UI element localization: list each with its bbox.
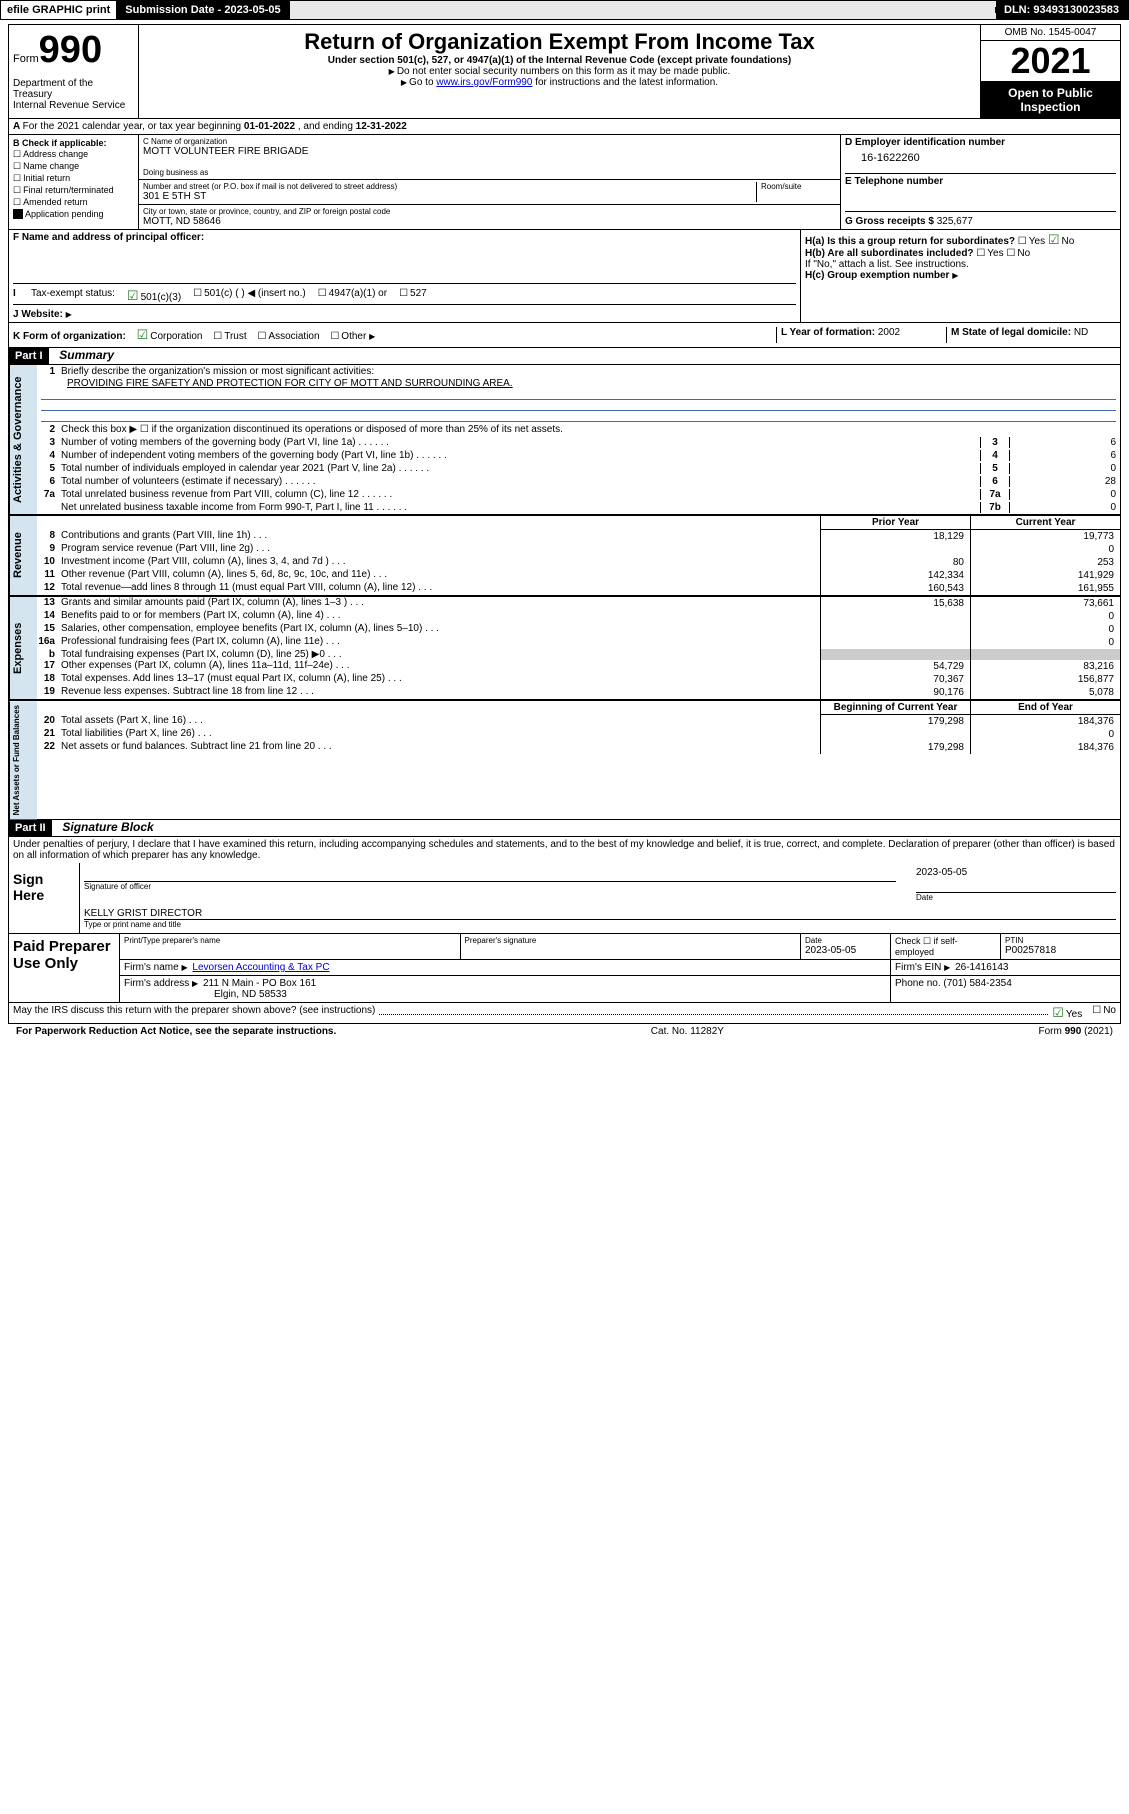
goto-instructions: Go to www.irs.gov/Form990 for instructio…: [147, 77, 972, 88]
part-i-header: Part I: [9, 348, 49, 364]
vert-expenses: Expenses: [9, 597, 37, 699]
line-a: A For the 2021 calendar year, or tax yea…: [8, 119, 1121, 135]
street-label: Number and street (or P.O. box if mail i…: [143, 182, 756, 191]
vert-governance: Activities & Governance: [9, 365, 37, 514]
domicile-state: ND: [1074, 327, 1088, 338]
form-word: Form: [13, 53, 39, 65]
cb-4947[interactable]: 4947(a)(1) or: [318, 288, 387, 304]
street-address: 301 E 5TH ST: [143, 191, 756, 202]
dba-label: Doing business as: [143, 168, 836, 177]
firm-ein: 26-1416143: [955, 962, 1008, 973]
room-label: Room/suite: [761, 182, 836, 191]
part-ii-title: Signature Block: [54, 820, 153, 834]
cb-discuss-no[interactable]: No: [1092, 1005, 1116, 1021]
firm-address: 211 N Main - PO Box 161: [203, 978, 316, 989]
tax-exempt-label: Tax-exempt status:: [31, 288, 115, 304]
org-name: MOTT VOLUNTEER FIRE BRIGADE: [143, 146, 836, 157]
c-name-label: C Name of organization: [143, 137, 836, 146]
paid-preparer-label: Paid Preparer Use Only: [9, 934, 119, 1002]
g-label: G Gross receipts $: [845, 216, 937, 227]
spacer: [290, 7, 996, 13]
dln: DLN: 93493130023583: [996, 1, 1128, 19]
cb-final-return[interactable]: Final return/terminated: [13, 185, 134, 196]
mission: PROVIDING FIRE SAFETY AND PROTECTION FOR…: [37, 378, 1120, 389]
k-label: K Form of organization:: [13, 331, 126, 342]
jurat: Under penalties of perjury, I declare th…: [8, 837, 1121, 863]
form-title: Return of Organization Exempt From Incom…: [147, 29, 972, 55]
cb-application-pending[interactable]: Application pending: [13, 209, 134, 220]
footer-right: Form 990 (2021): [1039, 1026, 1113, 1037]
nossn-note: Do not enter social security numbers on …: [147, 66, 972, 77]
footer-mid: Cat. No. 11282Y: [651, 1026, 724, 1037]
gross-receipts: 325,677: [937, 216, 973, 227]
firm-link[interactable]: Levorsen Accounting & Tax PC: [192, 962, 329, 973]
j-label: J Website:: [13, 309, 66, 320]
form-number: 990: [39, 29, 102, 71]
tax-year: 2021: [980, 41, 1120, 82]
cb-amended-return[interactable]: Amended return: [13, 197, 134, 208]
sign-here-label: Sign Here: [9, 863, 79, 933]
ha-label: H(a) Is this a group return for subordin…: [805, 232, 1116, 248]
dept-treasury: Department of the Treasury Internal Reve…: [13, 78, 134, 111]
cb-501c[interactable]: 501(c) ( ) ◀ (insert no.): [193, 288, 306, 304]
cb-501c3[interactable]: 501(c)(3): [127, 288, 181, 304]
cb-address-change[interactable]: Address change: [13, 149, 134, 160]
omb-number: OMB No. 1545-0047: [980, 25, 1120, 41]
cb-other[interactable]: Other: [330, 331, 366, 342]
hc-label: H(c) Group exemption number: [805, 270, 1116, 281]
cb-name-change[interactable]: Name change: [13, 161, 134, 172]
cb-discuss-yes[interactable]: Yes: [1052, 1005, 1082, 1021]
header-bar: efile GRAPHIC print Submission Date - 20…: [0, 0, 1129, 20]
cb-association[interactable]: Association: [257, 331, 319, 342]
efile-label: efile GRAPHIC print: [1, 1, 117, 19]
instructions-link[interactable]: www.irs.gov/Form990: [436, 77, 532, 88]
officer-name: KELLY GRIST DIRECTOR: [84, 908, 1116, 919]
cb-initial-return[interactable]: Initial return: [13, 173, 134, 184]
city-state-zip: MOTT, ND 58646: [143, 216, 836, 227]
open-to-public: Open to Public Inspection: [980, 82, 1120, 118]
cb-corporation[interactable]: Corporation: [137, 331, 203, 342]
hb-note: If "No," attach a list. See instructions…: [805, 259, 1116, 270]
d-label: D Employer identification number: [845, 137, 1116, 148]
submission-date: Submission Date - 2023-05-05: [117, 1, 289, 19]
ptin: P00257818: [1005, 945, 1116, 956]
part-i-title: Summary: [51, 348, 114, 362]
subtitle: Under section 501(c), 527, or 4947(a)(1)…: [147, 55, 972, 66]
vert-netassets: Net Assets or Fund Balances: [9, 701, 37, 819]
part-ii-header: Part II: [9, 820, 52, 836]
e-label: E Telephone number: [845, 176, 1116, 187]
cb-trust[interactable]: Trust: [213, 331, 246, 342]
year-formation: 2002: [878, 327, 900, 338]
footer-left: For Paperwork Reduction Act Notice, see …: [16, 1026, 336, 1037]
ein-value: 16-1622260: [861, 152, 1116, 164]
vert-revenue: Revenue: [9, 516, 37, 595]
city-label: City or town, state or province, country…: [143, 207, 836, 216]
form-title-block: Form990 Department of the Treasury Inter…: [8, 24, 1121, 119]
section-b: B Check if applicable: Address change Na…: [9, 135, 139, 229]
cb-527[interactable]: 527: [399, 288, 427, 304]
f-label: F Name and address of principal officer:: [13, 232, 204, 243]
firm-phone: (701) 584-2354: [943, 978, 1011, 989]
hb-label: H(b) Are all subordinates included? Yes …: [805, 248, 1116, 259]
